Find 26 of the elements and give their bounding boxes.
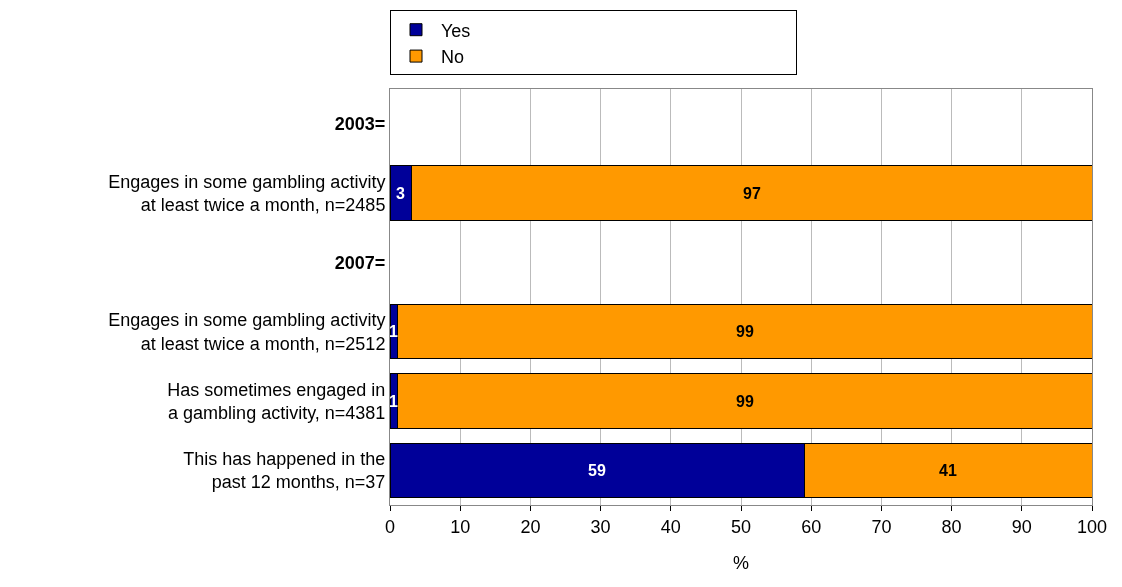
x-tick-label: 30 <box>590 516 611 537</box>
x-tick-label: 0 <box>384 516 396 537</box>
x-tick-label: 10 <box>450 516 471 537</box>
y-tick-label: 2007= <box>334 252 386 273</box>
x-tick-label: 20 <box>520 516 541 537</box>
x-tick-label: 90 <box>1011 516 1032 537</box>
x-tick-label: 80 <box>941 516 962 537</box>
legend-label: Yes <box>441 20 471 41</box>
data-label: 41 <box>939 462 957 479</box>
x-tick-label: 50 <box>730 516 752 537</box>
y-tick-label: Engages in some gambling activity at least twice a month, n=2485 <box>108 171 386 215</box>
y-tick-label: This has happened in the past 12 months, n=37 <box>183 448 386 493</box>
x-tick-label: 70 <box>871 516 892 537</box>
x-tick-label: 40 <box>660 516 681 537</box>
x-tick-label: 100 <box>1076 516 1108 537</box>
data-label: 59 <box>588 462 606 479</box>
x-axis-title: % <box>732 553 750 573</box>
data-label: 99 <box>736 323 754 340</box>
x-tick-label: 60 <box>801 516 822 537</box>
data-label: 3 <box>396 185 405 202</box>
legend-label: No <box>441 47 465 68</box>
y-tick-label: Has sometimes engaged in a gambling activity, n=4381 <box>167 379 386 423</box>
y-tick-label: Engages in some gambling activity at least twice a month, n=2512 <box>108 310 386 354</box>
data-label: 97 <box>743 185 761 202</box>
y-tick-label: 2003= <box>334 113 386 134</box>
data-label: 99 <box>736 393 754 410</box>
